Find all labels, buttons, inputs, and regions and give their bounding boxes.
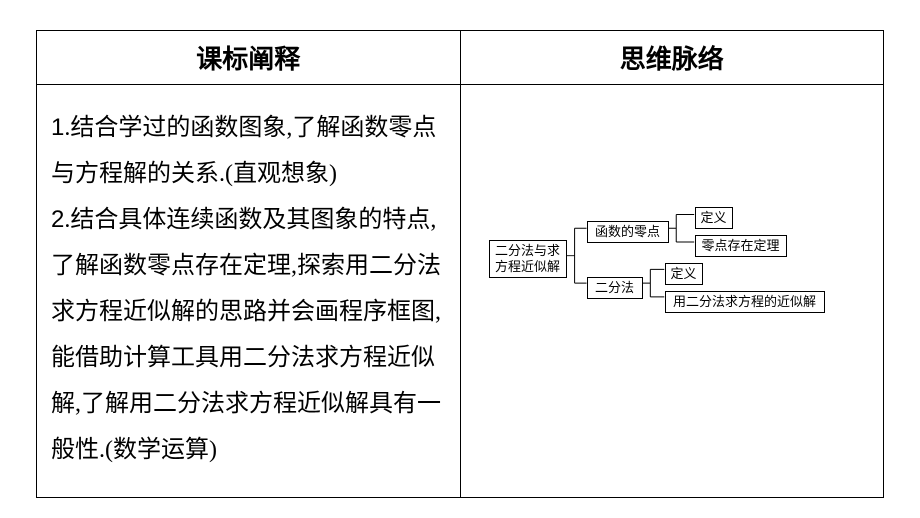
mindmap-diagram: 二分法与求方程近似解 函数的零点 二分法 定义 零点存在定理 定义 用二分法求方… — [461, 85, 884, 497]
node-b2b: 用二分法求方程的近似解 — [665, 291, 825, 313]
node-b1b: 零点存在定理 — [695, 235, 787, 257]
header-left: 课标阐释 — [37, 31, 461, 85]
item1-text: .结合学过的函数图象,了解函数零点与方程解的关系.(直观想象) — [51, 115, 436, 187]
item1-number: 1 — [51, 114, 64, 141]
item2-number: 2 — [51, 206, 64, 233]
content-table: 课标阐释 思维脉络 1.结合学过的函数图象,了解函数零点与方程解的关系.(直观想… — [36, 30, 884, 498]
header-right: 思维脉络 — [460, 31, 884, 85]
node-b1: 函数的零点 — [587, 221, 669, 243]
node-b1a: 定义 — [695, 207, 733, 229]
node-b2a: 定义 — [665, 263, 703, 285]
node-root: 二分法与求方程近似解 — [489, 240, 567, 278]
right-cell: 二分法与求方程近似解 函数的零点 二分法 定义 零点存在定理 定义 用二分法求方… — [460, 85, 884, 498]
item2-text: .结合具体连续函数及其图象的特点,了解函数零点存在定理,探索用二分法求方程近似解… — [51, 207, 441, 463]
left-cell: 1.结合学过的函数图象,了解函数零点与方程解的关系.(直观想象) 2.结合具体连… — [37, 85, 461, 498]
node-b2: 二分法 — [587, 277, 643, 299]
